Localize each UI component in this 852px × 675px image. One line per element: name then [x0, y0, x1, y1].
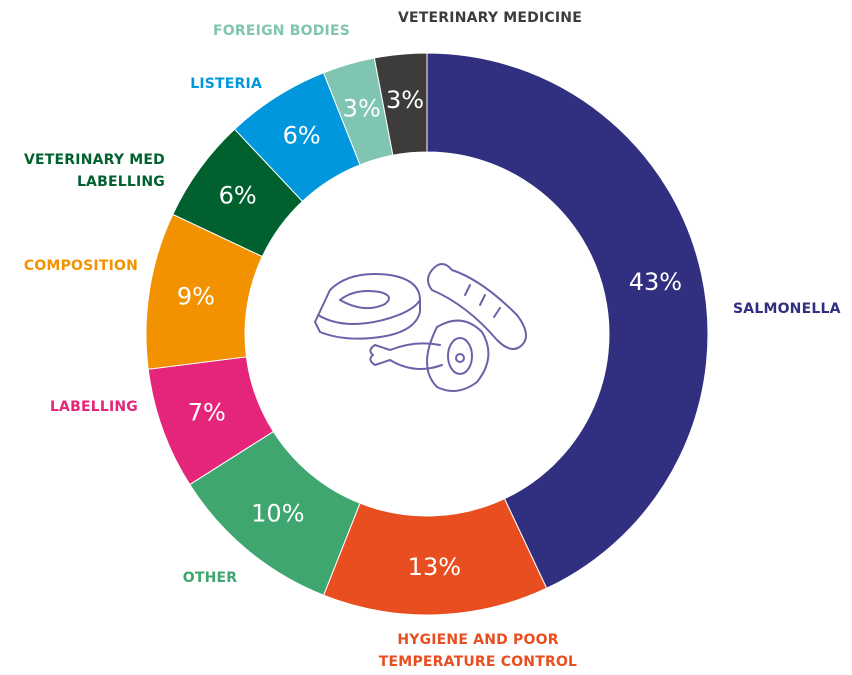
value-label: 3% [386, 86, 424, 114]
category-label: COMPOSITION [23, 258, 138, 274]
category-label: FOREIGN BODIES [213, 23, 350, 39]
donut-segment [373, 52, 428, 156]
donut-segment [426, 52, 709, 589]
category-label: LISTERIA [190, 76, 262, 92]
value-label: 7% [188, 398, 226, 426]
category-label: OTHER [182, 570, 238, 586]
category-label: VETERINARY MED LABELLING [24, 152, 165, 190]
category-label: HYGIENE AND POOR TEMPERATURE CONTROL [378, 632, 578, 670]
value-label: 9% [177, 282, 215, 310]
value-label: 13% [408, 553, 461, 581]
value-label: 43% [629, 268, 682, 296]
category-label: LABELLING [49, 399, 138, 415]
category-label: VETERINARY MEDICINE [398, 10, 582, 26]
value-label: 3% [343, 94, 381, 122]
category-label: SALMONELLA [733, 301, 841, 317]
value-label: 6% [219, 181, 257, 209]
center-icon [314, 263, 527, 392]
value-label: 6% [283, 121, 321, 149]
value-label: 10% [251, 499, 304, 527]
